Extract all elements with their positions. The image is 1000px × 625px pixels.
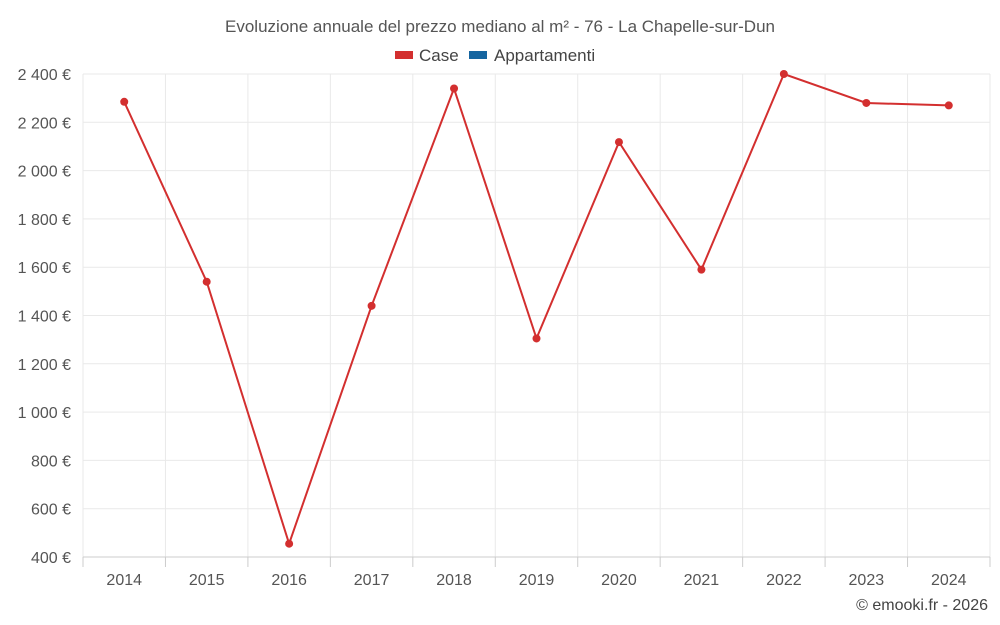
y-tick-label: 1 400 €	[18, 309, 71, 326]
data-point[interactable]	[202, 277, 211, 286]
y-tick-label: 800 €	[31, 453, 71, 470]
x-gridlines	[82, 74, 991, 557]
data-point[interactable]	[285, 539, 294, 548]
x-tick-label: 2019	[519, 572, 555, 589]
x-tick-label: 2014	[106, 572, 142, 589]
chart-title: Evoluzione annuale del prezzo mediano al…	[225, 17, 775, 36]
legend: Case Appartamenti	[395, 46, 595, 65]
x-tick-label: 2021	[684, 572, 720, 589]
data-point[interactable]	[120, 97, 129, 106]
y-tick-label: 2 000 €	[18, 164, 71, 181]
y-axis-labels: 2 400 € 2 200 € 2 000 € 1 800 € 1 600 € 1 400…	[18, 67, 71, 567]
data-point[interactable]	[532, 334, 541, 343]
data-point[interactable]	[367, 301, 376, 310]
legend-label-case: Case	[419, 46, 459, 65]
x-tick-label: 2024	[931, 572, 967, 589]
x-axis-labels: 2014 2015 2016 2017 2018 2019 2020 2021 2022 2023…	[106, 572, 966, 589]
x-axis-ticks	[82, 557, 991, 567]
y-tick-label: 1 200 €	[18, 357, 71, 374]
data-point[interactable]	[862, 98, 871, 107]
x-tick-label: 2015	[189, 572, 225, 589]
y-gridlines	[83, 73, 990, 558]
y-tick-label: 2 200 €	[18, 115, 71, 132]
legend-swatch-case	[395, 51, 413, 59]
data-point[interactable]	[779, 70, 788, 78]
data-point[interactable]	[944, 101, 953, 110]
legend-label-appartamenti: Appartamenti	[494, 46, 595, 65]
x-tick-label: 2023	[849, 572, 885, 589]
y-tick-label: 1 000 €	[18, 405, 71, 422]
legend-swatch-appartamenti	[469, 51, 487, 59]
series-layer	[120, 70, 953, 548]
y-tick-label: 400 €	[31, 550, 71, 567]
x-tick-label: 2022	[766, 572, 802, 589]
legend-item-case[interactable]: Case	[395, 46, 459, 65]
x-tick-label: 2018	[436, 572, 472, 589]
legend-item-appartamenti[interactable]: Appartamenti	[469, 46, 595, 65]
x-tick-label: 2017	[354, 572, 390, 589]
y-tick-label: 1 600 €	[18, 260, 71, 277]
x-tick-label: 2020	[601, 572, 637, 589]
data-point[interactable]	[450, 84, 459, 93]
y-tick-label: 600 €	[31, 502, 71, 519]
credit-text: © emooki.fr - 2026	[856, 597, 988, 614]
x-tick-label: 2016	[271, 572, 307, 589]
y-tick-label: 1 800 €	[18, 212, 71, 229]
data-point[interactable]	[614, 138, 623, 147]
data-point[interactable]	[697, 265, 706, 274]
y-tick-label: 2 400 €	[18, 67, 71, 84]
